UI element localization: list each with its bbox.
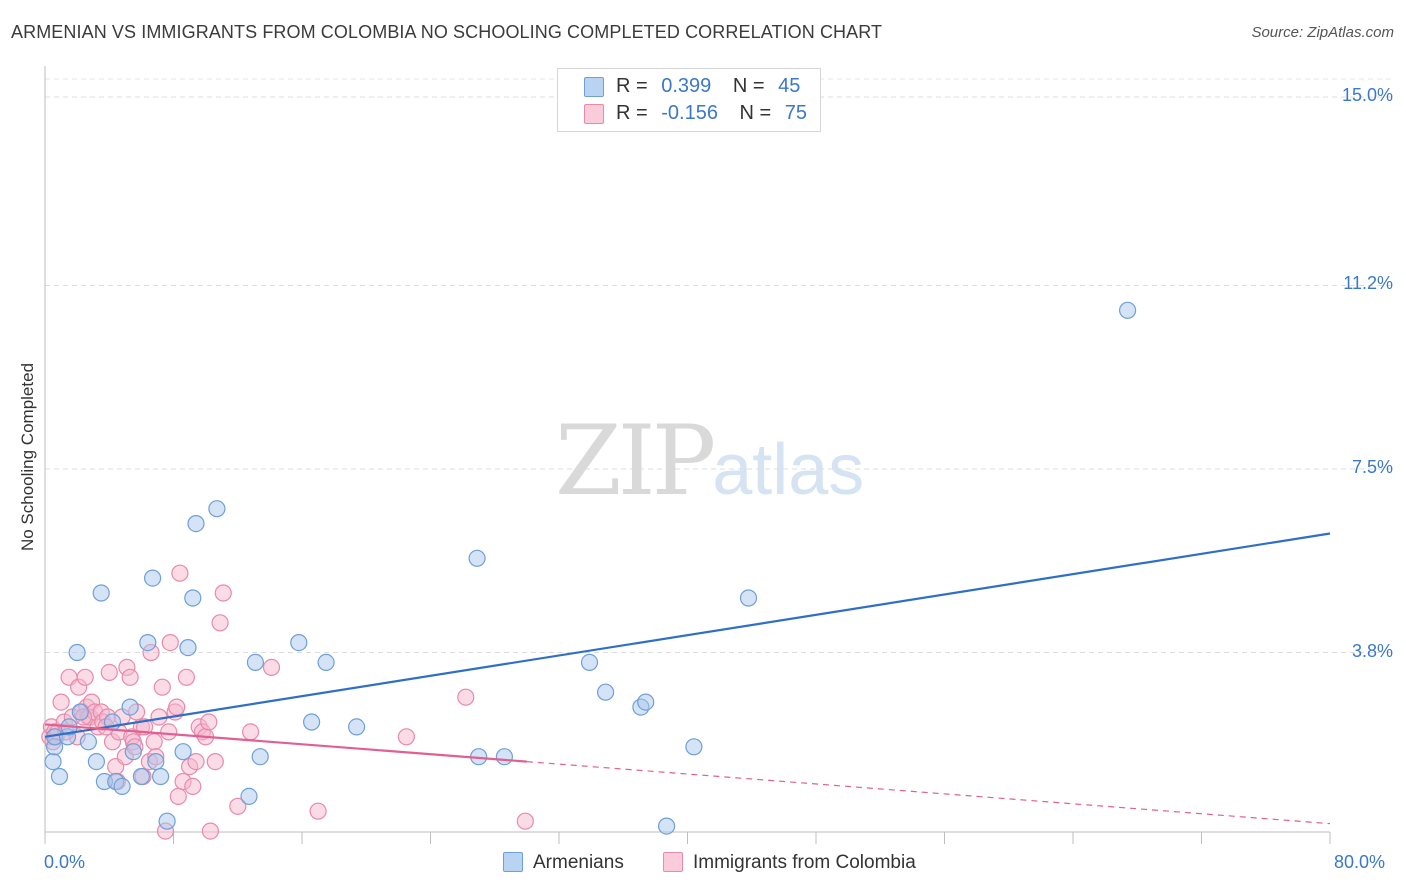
armenian-point	[240, 787, 258, 806]
colombia-point	[201, 822, 219, 840]
grid-layer	[45, 78, 1394, 654]
axis-layer	[44, 66, 1331, 844]
x-tick-label-min: 0.0%	[44, 852, 86, 872]
armenian-point	[251, 748, 269, 766]
armenian-point	[596, 683, 615, 701]
colombia-point	[242, 723, 260, 741]
colombia-point	[100, 663, 118, 682]
armenian-point	[317, 653, 335, 672]
colombia-point	[76, 668, 94, 686]
y-tick-label: 7.5%	[1351, 457, 1393, 477]
colombia-point	[177, 668, 195, 686]
trend-line-colombia-solid	[44, 723, 527, 763]
colombia-point	[457, 688, 475, 706]
armenian-point	[147, 752, 165, 771]
armenian-point	[87, 752, 106, 771]
colombia-point	[229, 797, 247, 815]
bottom-legend-swatch-colombia	[663, 852, 683, 872]
colombia-point	[206, 752, 224, 771]
watermark-zip: ZIP	[555, 405, 716, 517]
armenian-point	[71, 703, 89, 721]
colombia-point	[169, 787, 187, 806]
legend-n-value-colombia: 75	[784, 102, 808, 124]
legend-r-label: R =	[616, 102, 648, 124]
y-tick-label: 11.2%	[1343, 273, 1393, 294]
armenian-point	[121, 698, 139, 716]
trend-line-armenians	[44, 532, 1331, 738]
armenian-point	[113, 777, 131, 796]
armenian-point	[184, 589, 202, 607]
y-tick-label: 15.0%	[1341, 85, 1393, 105]
legend-swatch-colombia	[584, 104, 604, 124]
armenian-point	[246, 653, 264, 672]
bottom-legend-label-colombia: Immigrants from Colombia	[693, 852, 916, 873]
armenian-point	[124, 743, 142, 761]
colombia-point	[309, 802, 327, 820]
bottom-legend-colombia: Immigrants from Colombia	[663, 852, 916, 874]
bottom-legend-swatch-armenians	[503, 852, 523, 872]
armenian-point	[179, 638, 197, 657]
colombia-point	[187, 752, 205, 771]
armenian-point	[174, 743, 192, 761]
legend-n-label: N =	[732, 75, 765, 97]
colombia-point	[211, 614, 229, 632]
correlation-legend: R = 0.399 N = 45 R = -0.156 N = 75	[557, 68, 821, 132]
colombia-point	[200, 713, 218, 731]
legend-n-value-armenians: 45	[778, 75, 801, 97]
colombia-point	[516, 812, 534, 830]
armenian-point	[303, 713, 321, 731]
armenian-point	[739, 589, 758, 607]
armenian-point	[152, 767, 170, 786]
armenian-point	[79, 733, 98, 751]
armenian-point	[1118, 301, 1137, 319]
armenian-point	[208, 500, 226, 518]
watermark: ZIPatlas	[555, 405, 864, 517]
legend-r-value-armenians: 0.399	[661, 75, 712, 97]
source-label: Source: ZipAtlas.com	[1251, 24, 1394, 41]
armenian-point	[657, 817, 676, 835]
armenian-point	[132, 767, 150, 786]
armenian-point	[685, 738, 703, 756]
armenian-point	[637, 693, 655, 711]
chart-title: ARMENIAN VS IMMIGRANTS FROM COLOMBIA NO …	[11, 22, 883, 42]
y-tick-label: 3.8%	[1351, 640, 1393, 661]
points-layer	[41, 301, 1137, 840]
x-tick-label-max: 80.0%	[1334, 852, 1386, 872]
colombia-point	[262, 658, 281, 677]
legend-r-value-colombia: -0.156	[661, 102, 718, 124]
colombia-point	[168, 698, 186, 716]
watermark-atlas: atlas	[712, 430, 865, 510]
colombia-point	[160, 723, 178, 741]
armenian-point	[290, 633, 308, 652]
colombia-point	[184, 777, 202, 796]
colombia-point	[52, 693, 70, 711]
armenian-point	[92, 584, 110, 602]
colombia-point	[145, 733, 163, 751]
colombia-point	[161, 633, 179, 652]
armenian-point	[158, 812, 176, 830]
bottom-legend-armenians: Armenians	[503, 852, 624, 874]
colombia-point	[397, 728, 415, 746]
bottom-legend-label-armenians: Armenians	[533, 852, 624, 873]
armenian-point	[139, 633, 157, 652]
colombia-point	[153, 678, 171, 696]
armenian-point	[68, 643, 86, 662]
armenian-point	[44, 752, 62, 771]
legend-r-label: R =	[616, 75, 648, 97]
armenian-point	[580, 653, 599, 672]
armenian-point	[50, 767, 69, 786]
armenian-point	[187, 514, 205, 533]
trend-layer	[44, 532, 1331, 825]
colombia-point	[121, 668, 139, 686]
colombia-point	[214, 584, 232, 602]
legend-n-label: N =	[739, 102, 772, 124]
armenian-point	[144, 569, 162, 587]
trend-line-colombia-dashed	[526, 761, 1331, 825]
colombia-point	[171, 564, 189, 582]
armenian-point	[495, 748, 513, 766]
armenian-point	[468, 549, 486, 567]
armenian-point	[348, 718, 366, 736]
legend-swatch-armenians	[584, 77, 604, 97]
